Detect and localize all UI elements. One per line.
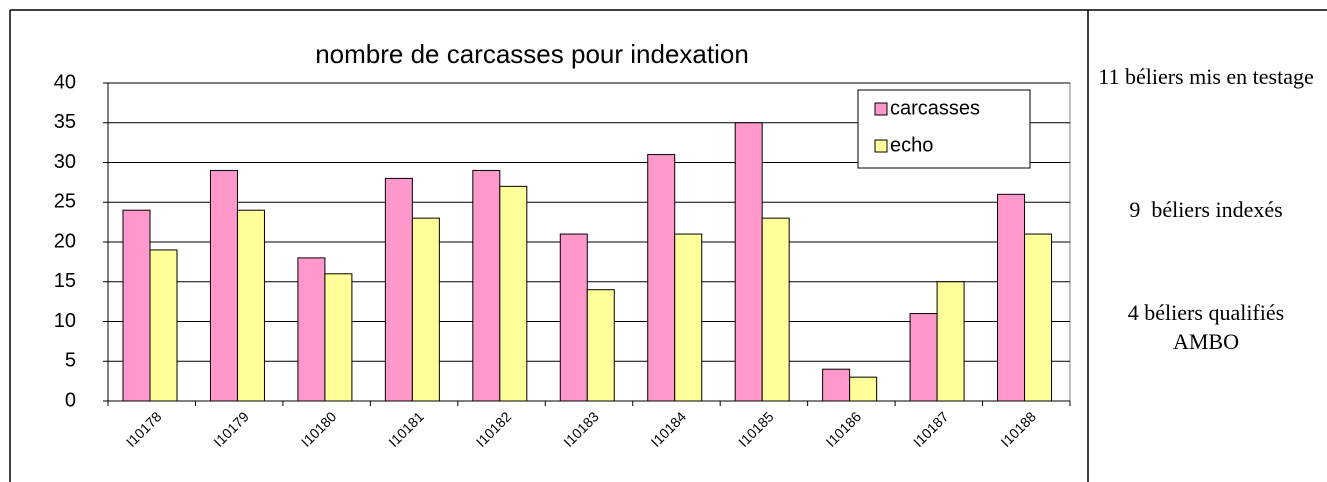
bar <box>559 233 588 402</box>
bar <box>647 154 676 402</box>
x-tick-label: I10178 <box>123 408 165 450</box>
bar <box>909 313 938 402</box>
bar <box>324 273 353 402</box>
bar <box>849 376 878 402</box>
y-tick-label: 20 <box>54 230 76 252</box>
note: 4 béliers qualifiés AMBO <box>1127 300 1289 354</box>
y-tick-label: 5 <box>65 350 76 372</box>
bar <box>997 193 1026 402</box>
y-tick-label: 25 <box>54 191 76 213</box>
legend-label: carcasses <box>890 97 980 119</box>
bar <box>936 281 965 402</box>
legend-label: echo <box>890 134 933 156</box>
x-tick-label: I10180 <box>298 408 340 450</box>
bar <box>384 177 413 402</box>
x-tick-label: I10181 <box>385 408 427 450</box>
x-tick-label: I10179 <box>210 408 252 450</box>
bar <box>674 233 703 402</box>
legend-swatch <box>874 102 888 116</box>
y-tick-label: 0 <box>65 389 76 411</box>
bar <box>297 257 326 402</box>
bar <box>586 289 615 402</box>
chart-title: nombre de carcasses pour indexation <box>315 39 749 69</box>
y-tick-label: 35 <box>54 111 76 133</box>
note: 11 béliers mis en testage <box>1098 64 1314 89</box>
bar <box>122 209 151 402</box>
x-tick-label: I10186 <box>823 408 865 450</box>
bar <box>149 249 178 402</box>
x-tick-label: I10184 <box>648 408 690 450</box>
y-tick-label: 10 <box>54 310 76 332</box>
bar <box>822 368 851 402</box>
x-tick-label: I10185 <box>735 408 777 450</box>
y-tick-label: 30 <box>54 151 76 173</box>
y-tick-label: 15 <box>54 270 76 292</box>
bar <box>761 217 790 402</box>
bar <box>411 217 440 402</box>
y-tick-label: 40 <box>54 71 76 93</box>
x-tick-label: I10187 <box>910 408 952 450</box>
bar <box>734 122 763 402</box>
bar <box>499 185 528 402</box>
bar <box>209 169 238 402</box>
x-tick-label: I10183 <box>560 408 602 450</box>
bar <box>472 169 501 402</box>
bar <box>236 209 265 402</box>
x-tick-label: I10188 <box>997 408 1039 450</box>
note: 9 béliers indexés <box>1129 197 1283 222</box>
legend-swatch <box>874 139 888 153</box>
x-tick-label: I10182 <box>473 408 515 450</box>
bar <box>1024 233 1053 402</box>
